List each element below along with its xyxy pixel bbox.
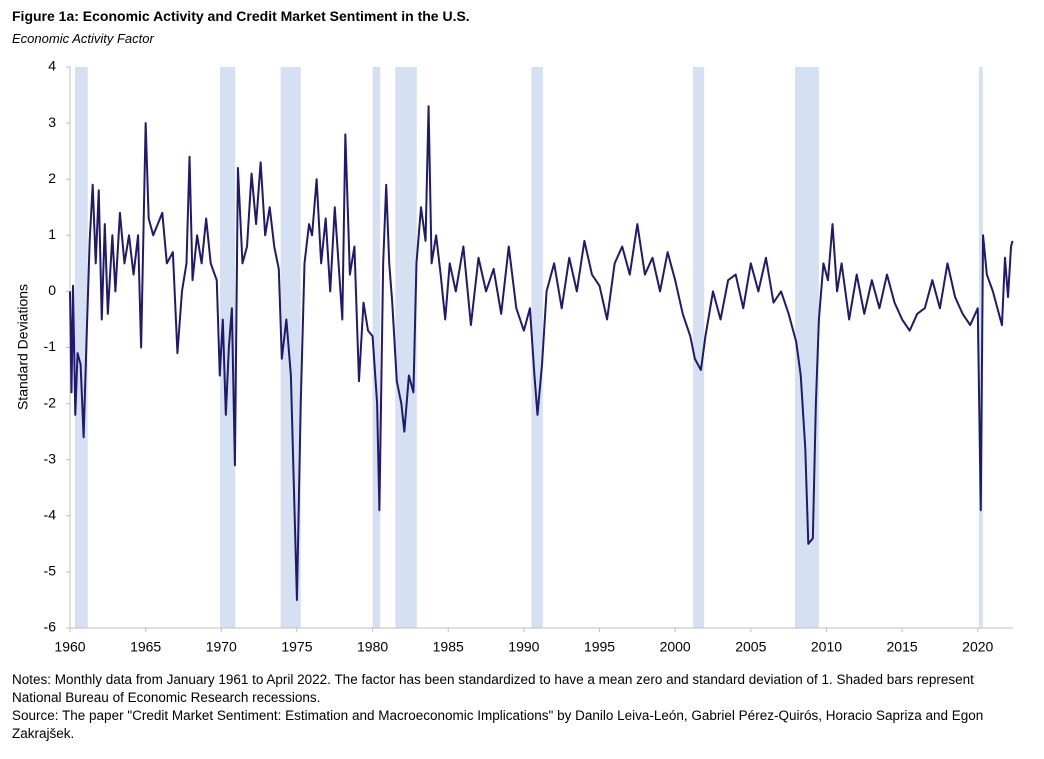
- data-line: [69, 105, 1014, 601]
- x-tick-label: 2005: [735, 639, 766, 655]
- recession-band: [692, 67, 705, 628]
- x-tick-label: 1990: [508, 639, 539, 655]
- y-tick-label: -5: [44, 563, 57, 579]
- x-tick-label: 1970: [206, 639, 237, 655]
- note: Source: The paper "Credit Market Sentime…: [12, 708, 984, 741]
- recession-band: [220, 67, 236, 628]
- y-tick-label: -3: [44, 450, 57, 466]
- x-tick-label: 1985: [433, 639, 464, 655]
- x-tick-label: 2000: [660, 639, 691, 655]
- x-tick-label: 2020: [962, 639, 993, 655]
- x-tick-label: 1975: [281, 639, 312, 655]
- recession-band: [74, 67, 88, 628]
- chart-subtitle: Economic Activity Factor: [12, 31, 154, 46]
- notes: Notes: Monthly data from January 1961 to…: [12, 671, 1022, 743]
- note: Notes: Monthly data from January 1961 to…: [12, 672, 974, 705]
- y-tick-label: -2: [44, 394, 57, 410]
- y-tick-label: 1: [48, 226, 56, 242]
- y-tick-label: 3: [48, 114, 56, 130]
- y-tick-label: -4: [44, 507, 57, 523]
- recession-band: [395, 67, 417, 628]
- recession-band: [372, 67, 381, 628]
- x-tick-label: 1980: [357, 639, 388, 655]
- x-tick-label: 2015: [887, 639, 918, 655]
- x-tick-label: 1960: [54, 639, 85, 655]
- recession-band: [978, 67, 983, 628]
- y-tick-label: 2: [48, 170, 56, 186]
- x-tick-label: 2010: [811, 639, 842, 655]
- y-tick-label: -1: [44, 338, 57, 354]
- x-tick-label: 1995: [584, 639, 615, 655]
- chart-title: Figure 1a: Economic Activity and Credit …: [12, 8, 470, 24]
- x-tick-label: 1965: [130, 639, 161, 655]
- y-tick-label: 4: [48, 58, 56, 74]
- y-axis-label: Standard Deviations: [15, 284, 31, 410]
- y-tick-label: 0: [48, 282, 56, 298]
- recession-band: [531, 67, 543, 628]
- recession-band: [794, 67, 819, 628]
- chart: Standard Deviations -6 -5 -4 -3 -2 -1 0 1 2 3 4 196…: [15, 58, 1014, 655]
- y-tick-label: -6: [44, 619, 57, 635]
- recession-band: [280, 67, 301, 628]
